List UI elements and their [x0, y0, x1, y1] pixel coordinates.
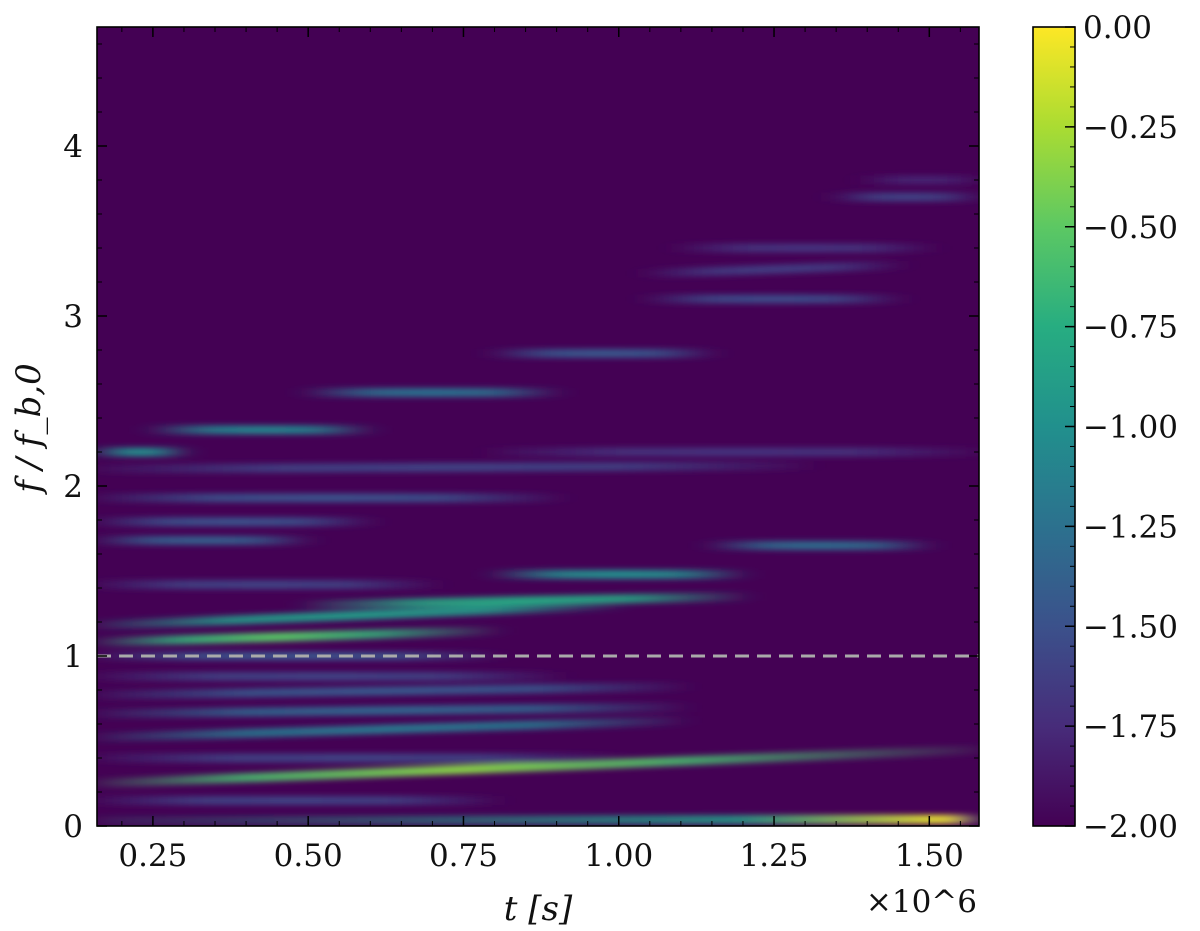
spectral-band	[308, 592, 743, 610]
x-tick-label: 0.25	[118, 838, 187, 874]
spectral-band	[308, 388, 557, 397]
x-axis-multiplier: ×10^6	[866, 884, 977, 920]
spectral-band	[97, 671, 557, 681]
spectral-band	[97, 535, 309, 545]
spectral-band	[494, 569, 743, 579]
x-tick-label: 1.50	[895, 838, 964, 874]
y-tick-label: 0	[63, 809, 83, 845]
colorbar-tick-label: −1.00	[1083, 410, 1178, 446]
colorbar-tick-label: −1.75	[1083, 709, 1178, 745]
colorbar-tick-label: −1.25	[1083, 509, 1178, 545]
x-tick-label: 1.25	[740, 838, 809, 874]
spectral-band	[867, 175, 979, 185]
spectral-band	[494, 348, 712, 358]
spectral-band	[97, 461, 806, 474]
y-tick-label: 1	[63, 639, 83, 675]
spectral-band	[836, 192, 979, 202]
y-axis-label: f / f_b,0	[9, 363, 49, 495]
x-tick-label: 0.50	[274, 838, 343, 874]
colorbar-tick-label: 0.00	[1083, 10, 1152, 46]
spectral-band	[97, 682, 681, 700]
spectral-band	[649, 294, 899, 304]
spectral-band	[97, 517, 371, 527]
spectral-band	[97, 796, 495, 805]
y-tick-label: 3	[63, 299, 83, 335]
colorbar-tick-label: −2.00	[1083, 809, 1178, 845]
colorbar-tick-label: −0.50	[1083, 210, 1178, 246]
colorbar-tick-label: −0.25	[1083, 110, 1178, 146]
spectral-band	[97, 580, 433, 590]
spectral-band	[97, 626, 495, 647]
x-axis-label: t [s]	[504, 889, 573, 929]
plot-frame	[96, 26, 980, 827]
x-axis-ticks: 0.25 0.50 0.75 1.00 1.25 1.50	[118, 27, 964, 874]
spectral-band	[97, 814, 979, 826]
spectral-band	[97, 745, 979, 788]
colorbar-tick-label: −0.75	[1083, 310, 1178, 346]
spectral-band	[97, 600, 619, 630]
x-tick-label: 0.75	[429, 838, 498, 874]
spectral-band	[97, 493, 557, 503]
spectral-band	[97, 753, 619, 763]
spectral-band	[97, 716, 681, 743]
colorbar-ticks: 0.00 −0.25 −0.50 −0.75 −1.00 −1.25 −1.50 −1.75 −…	[1065, 10, 1178, 845]
spectral-band	[680, 243, 930, 253]
y-axis-ticks: 0 1 2 3 4	[63, 43, 979, 845]
y-tick-label: 4	[63, 129, 83, 165]
colorbar-tick-label: −1.50	[1083, 609, 1178, 645]
y-tick-label: 2	[63, 469, 83, 505]
spectral-band	[711, 541, 930, 550]
spectral-band	[649, 260, 899, 278]
spectral-band	[152, 425, 371, 435]
spectral-band	[97, 447, 184, 457]
spectral-band	[494, 447, 979, 457]
spectral-band	[97, 702, 681, 719]
x-tick-label: 1.00	[584, 838, 653, 874]
